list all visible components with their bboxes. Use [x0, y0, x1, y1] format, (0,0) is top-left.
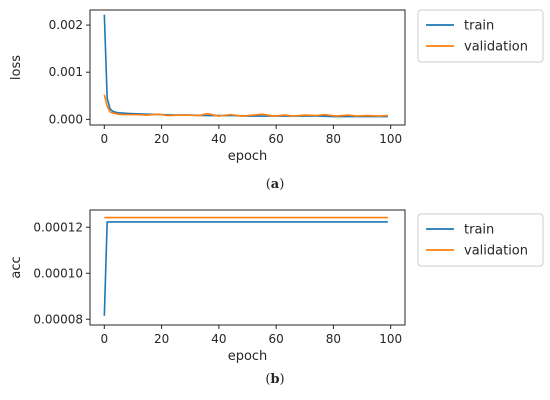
x-axis-label: epoch	[228, 149, 268, 164]
y-tick-label: 0.000	[49, 112, 83, 126]
x-tick-label: 0	[100, 332, 108, 346]
legend-label-train: train	[464, 223, 494, 238]
y-tick-label: 0.00010	[33, 266, 83, 280]
x-tick-label: 60	[268, 132, 283, 146]
legend: train validation	[417, 213, 544, 267]
x-tick-label: 20	[154, 332, 169, 346]
series-line-train	[103, 221, 388, 316]
x-tick-label: 80	[326, 132, 341, 146]
x-axis-label: epoch	[228, 349, 268, 364]
x-tick-label: 60	[268, 332, 283, 346]
y-tick-label: 0.001	[49, 65, 83, 79]
plot-frame	[89, 9, 406, 126]
panel-caption: (b)	[265, 372, 284, 387]
chart-panel-a: 0 20 40 60 80 100 0.000 0.001 0.002 epoch loss trai…	[9, 9, 544, 192]
x-tick-label: 100	[379, 332, 402, 346]
chart-panel-b: 0 20 40 60 80 100 0.00008 0.00010 0.00012 epoch ac…	[9, 209, 544, 387]
panel-caption: (a)	[266, 177, 285, 192]
legend: train validation	[417, 9, 544, 63]
x-tick-label: 80	[326, 332, 341, 346]
y-axis-label: loss	[9, 55, 24, 80]
legend-label-validation: validation	[464, 244, 528, 259]
y-axis-label: acc	[9, 256, 24, 278]
y-tick-label: 0.002	[49, 18, 83, 32]
x-tick-label: 40	[211, 332, 226, 346]
y-tick-label: 0.00012	[33, 220, 83, 234]
x-tick-label: 100	[379, 132, 402, 146]
x-tick-label: 40	[211, 132, 226, 146]
x-tick-label: 20	[154, 132, 169, 146]
legend-box	[417, 213, 544, 267]
y-tick-label: 0.00008	[33, 312, 83, 326]
series-line-validation	[103, 94, 388, 117]
legend-label-train: train	[464, 19, 494, 34]
series-line-train	[103, 14, 388, 118]
legend-box	[417, 9, 544, 63]
x-tick-label: 0	[100, 132, 108, 146]
legend-label-validation: validation	[464, 40, 528, 55]
plot-frame	[89, 209, 406, 326]
